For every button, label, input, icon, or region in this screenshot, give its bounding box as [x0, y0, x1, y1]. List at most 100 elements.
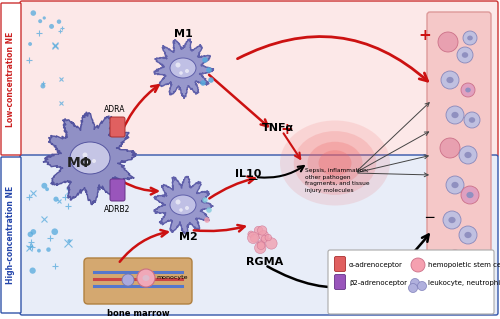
Circle shape: [411, 258, 425, 272]
Circle shape: [42, 183, 48, 189]
FancyBboxPatch shape: [110, 117, 125, 137]
Circle shape: [202, 197, 208, 203]
Circle shape: [441, 71, 459, 89]
Ellipse shape: [294, 131, 376, 195]
Circle shape: [137, 269, 155, 287]
Circle shape: [45, 187, 49, 191]
Text: +: +: [418, 28, 431, 43]
Ellipse shape: [464, 232, 471, 238]
Circle shape: [54, 197, 59, 202]
Circle shape: [261, 235, 268, 242]
Text: M1: M1: [174, 29, 193, 39]
Circle shape: [446, 176, 464, 194]
Circle shape: [440, 138, 460, 158]
Circle shape: [461, 83, 475, 97]
Circle shape: [40, 84, 46, 88]
Circle shape: [37, 249, 41, 253]
Polygon shape: [154, 176, 214, 234]
Text: TNFα: TNFα: [262, 123, 294, 133]
Circle shape: [464, 112, 480, 128]
Circle shape: [206, 207, 212, 213]
Circle shape: [200, 80, 206, 86]
Ellipse shape: [469, 117, 475, 123]
Circle shape: [86, 161, 90, 165]
Circle shape: [38, 19, 42, 23]
Circle shape: [202, 57, 208, 63]
Ellipse shape: [466, 192, 473, 198]
Ellipse shape: [170, 195, 196, 215]
Circle shape: [28, 232, 33, 237]
Circle shape: [28, 42, 32, 46]
Circle shape: [206, 67, 212, 73]
Circle shape: [52, 228, 58, 235]
Text: High-concentration NE: High-concentration NE: [6, 186, 16, 284]
Polygon shape: [43, 112, 136, 205]
FancyBboxPatch shape: [427, 12, 491, 286]
Circle shape: [185, 69, 189, 73]
Circle shape: [463, 31, 477, 45]
Text: M2: M2: [178, 232, 198, 242]
Text: α-adrenoceptor: α-adrenoceptor: [349, 262, 403, 268]
Text: RGMA: RGMA: [246, 257, 284, 267]
Ellipse shape: [464, 152, 471, 158]
Ellipse shape: [170, 58, 196, 78]
Circle shape: [42, 16, 46, 19]
Circle shape: [438, 32, 458, 52]
Circle shape: [443, 211, 461, 229]
Circle shape: [179, 208, 183, 212]
Circle shape: [122, 274, 134, 286]
Text: ADRB2: ADRB2: [104, 205, 130, 214]
Text: hemopoietic stem cells: hemopoietic stem cells: [428, 262, 500, 268]
FancyBboxPatch shape: [328, 250, 494, 314]
Circle shape: [258, 231, 268, 241]
Circle shape: [68, 239, 71, 243]
Circle shape: [176, 63, 180, 68]
Ellipse shape: [70, 142, 110, 174]
Ellipse shape: [448, 217, 456, 223]
FancyBboxPatch shape: [20, 1, 498, 157]
Text: β2-adrenoceptor: β2-adrenoceptor: [349, 280, 407, 286]
Text: IL10: IL10: [235, 169, 262, 179]
Text: +: +: [280, 122, 293, 137]
Circle shape: [410, 278, 420, 287]
Ellipse shape: [452, 112, 458, 118]
FancyBboxPatch shape: [334, 275, 345, 290]
FancyBboxPatch shape: [1, 3, 21, 155]
Ellipse shape: [280, 121, 390, 205]
Circle shape: [265, 234, 272, 241]
Text: monocyte: monocyte: [156, 276, 188, 280]
Circle shape: [208, 77, 214, 83]
Circle shape: [257, 242, 265, 249]
Text: ─: ─: [248, 173, 256, 187]
Text: bone marrow: bone marrow: [106, 309, 170, 318]
Circle shape: [418, 281, 426, 291]
Text: Sepsis, inflammation;
other pathogen
fragments, and tissue
injury molecules: Sepsis, inflammation; other pathogen fra…: [305, 168, 370, 193]
Text: Low-concentration NE: Low-concentration NE: [6, 31, 16, 127]
Circle shape: [49, 24, 54, 29]
Circle shape: [254, 226, 263, 235]
Ellipse shape: [308, 142, 362, 184]
Circle shape: [254, 242, 266, 254]
Text: ─: ─: [425, 211, 434, 225]
Circle shape: [179, 71, 183, 75]
Ellipse shape: [318, 150, 352, 176]
Text: MΦ: MΦ: [67, 156, 93, 170]
Ellipse shape: [446, 77, 454, 83]
FancyBboxPatch shape: [84, 258, 192, 304]
FancyBboxPatch shape: [334, 256, 345, 271]
Circle shape: [408, 284, 418, 293]
Circle shape: [30, 268, 36, 274]
Text: leukocyte, neutrophil: leukocyte, neutrophil: [428, 280, 500, 286]
FancyBboxPatch shape: [110, 179, 125, 201]
Circle shape: [258, 240, 265, 248]
Ellipse shape: [452, 182, 458, 188]
FancyBboxPatch shape: [20, 155, 498, 315]
Circle shape: [46, 247, 50, 252]
Circle shape: [57, 19, 61, 24]
Circle shape: [445, 250, 465, 270]
Circle shape: [250, 234, 258, 242]
Circle shape: [446, 106, 464, 124]
Circle shape: [248, 232, 259, 244]
Circle shape: [248, 231, 254, 237]
Circle shape: [459, 226, 477, 244]
